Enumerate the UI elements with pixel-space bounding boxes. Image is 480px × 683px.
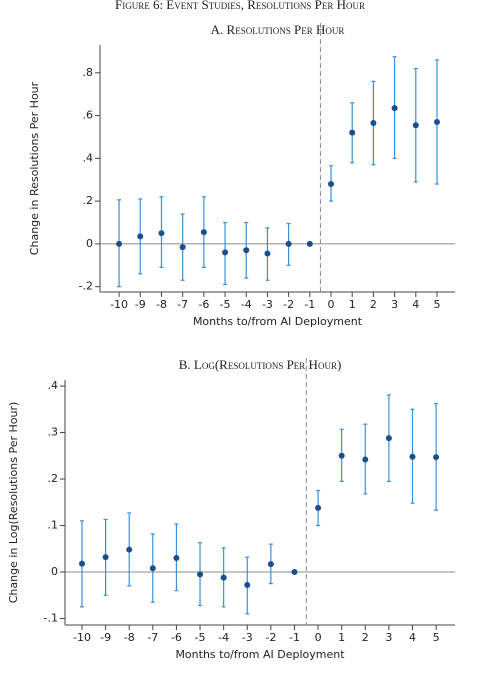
- point: [338, 452, 345, 459]
- x-tick-label: 3: [385, 631, 392, 644]
- chart-title: B. Log(Resolutions Per Hour): [179, 357, 342, 372]
- x-tick-label: 2: [370, 298, 377, 311]
- y-tick-label: .8: [83, 66, 94, 79]
- point: [433, 454, 440, 461]
- point: [264, 250, 271, 257]
- point: [267, 561, 274, 568]
- x-tick-label: -8: [156, 298, 167, 311]
- x-tick-label: -8: [124, 631, 135, 644]
- point: [158, 230, 165, 237]
- point: [385, 435, 392, 442]
- point: [391, 105, 398, 112]
- y-tick-label: .6: [83, 109, 94, 122]
- x-tick-label: 4: [409, 631, 416, 644]
- point: [412, 122, 419, 129]
- y-tick-label: .4: [48, 379, 59, 392]
- x-tick-label: 0: [328, 298, 335, 311]
- x-tick-label: -6: [171, 631, 182, 644]
- point: [116, 240, 123, 247]
- x-tick-label: 3: [391, 298, 398, 311]
- point: [433, 118, 440, 125]
- point: [243, 247, 250, 254]
- point: [137, 233, 144, 240]
- x-axis-label: Months to/from AI Deployment: [175, 648, 345, 661]
- point: [370, 120, 377, 127]
- point: [291, 569, 298, 576]
- x-axis-label: Months to/from AI Deployment: [193, 315, 363, 328]
- x-tick-label: -9: [135, 298, 146, 311]
- point: [222, 249, 229, 256]
- point: [315, 504, 322, 511]
- y-tick-label: 0: [51, 565, 58, 578]
- point: [149, 565, 156, 572]
- point: [328, 181, 335, 188]
- x-tick-label: -4: [218, 631, 229, 644]
- point: [349, 129, 356, 136]
- x-tick-label: -2: [283, 298, 294, 311]
- y-tick-label: .3: [48, 426, 59, 439]
- y-tick-label: .2: [48, 472, 59, 485]
- x-tick-label: -2: [265, 631, 276, 644]
- x-tick-label: -5: [195, 631, 206, 644]
- y-axis-label: Change in Log(Resolutions Per Hour): [7, 402, 20, 604]
- y-tick-label: -.2: [79, 280, 93, 293]
- point: [78, 560, 85, 567]
- point: [285, 240, 292, 247]
- x-tick-label: -7: [177, 298, 188, 311]
- x-tick-label: -5: [220, 298, 231, 311]
- point: [197, 571, 204, 578]
- point: [102, 554, 109, 561]
- figure-caption: Figure 6: Event Studies, Resolutions Per…: [115, 0, 365, 12]
- point: [179, 244, 186, 251]
- x-tick-label: 5: [433, 298, 440, 311]
- x-tick-label: 1: [349, 298, 356, 311]
- point: [220, 574, 227, 581]
- x-tick-label: -10: [73, 631, 91, 644]
- y-tick-label: .4: [83, 151, 94, 164]
- chart-title: A. Resolutions Per Hour: [211, 22, 345, 37]
- x-tick-label: 0: [315, 631, 322, 644]
- x-tick-label: 5: [433, 631, 440, 644]
- x-tick-label: -9: [100, 631, 111, 644]
- x-tick-label: -1: [304, 298, 315, 311]
- point: [126, 546, 133, 553]
- y-tick-label: -.1: [44, 611, 58, 624]
- y-tick-label: .2: [83, 194, 94, 207]
- x-tick-label: 4: [412, 298, 419, 311]
- point: [409, 453, 416, 460]
- point: [244, 582, 251, 589]
- x-tick-label: 1: [338, 631, 345, 644]
- x-tick-label: -10: [110, 298, 128, 311]
- point: [173, 555, 180, 562]
- point: [200, 229, 207, 236]
- point: [306, 240, 313, 247]
- y-tick-label: 0: [86, 237, 93, 250]
- y-axis-label: Change in Resolutions Per Hour: [28, 81, 41, 255]
- x-tick-label: -1: [289, 631, 300, 644]
- x-tick-label: -7: [147, 631, 158, 644]
- x-tick-label: -3: [242, 631, 253, 644]
- x-tick-label: -6: [198, 298, 209, 311]
- x-tick-label: -4: [241, 298, 252, 311]
- x-tick-label: -3: [262, 298, 273, 311]
- y-tick-label: .1: [48, 519, 59, 532]
- x-tick-label: 2: [362, 631, 369, 644]
- point: [362, 456, 369, 463]
